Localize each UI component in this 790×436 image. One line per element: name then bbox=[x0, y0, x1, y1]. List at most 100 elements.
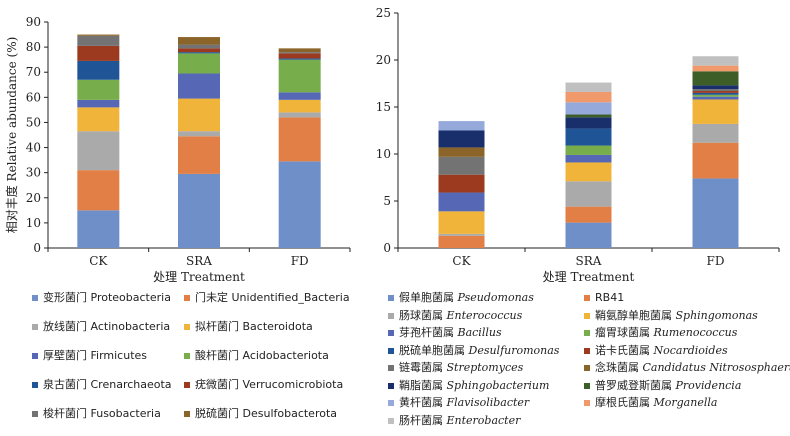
y-tick-label: 15 bbox=[376, 100, 391, 114]
legend-label-latin: Streptomyces bbox=[447, 361, 524, 374]
legend-swatch bbox=[388, 400, 394, 406]
y-tick-label: 20 bbox=[376, 53, 391, 67]
legend-item-firmicutes: 厚壁菌门 Firmicutes bbox=[32, 349, 147, 363]
legend-label-cn: 摩根氏菌属 bbox=[595, 396, 654, 409]
legend-swatch bbox=[388, 313, 394, 319]
bar-segment-actinobacteria-ck bbox=[77, 131, 119, 170]
legend-swatch bbox=[388, 383, 394, 389]
y-tick-label: 90 bbox=[26, 15, 41, 29]
legend-swatch bbox=[584, 348, 590, 354]
legend-swatch bbox=[32, 382, 38, 388]
legend-label-latin: Actinobacteria bbox=[91, 320, 171, 333]
legend-label-cn: 拟杆菌门 bbox=[195, 320, 243, 333]
legend-label-latin: Proteobacteria bbox=[91, 291, 171, 304]
bar-segment-proteobacteria-ck bbox=[77, 210, 119, 248]
legend-label-cn: 放线菌门 bbox=[43, 320, 91, 333]
legend-label-cn: 肠杆菌属 bbox=[399, 414, 447, 427]
legend-item-bacillus: 芽孢杆菌属 Bacillus bbox=[388, 326, 502, 340]
y-tick-label: 10 bbox=[376, 147, 391, 161]
y-tick-label: 0 bbox=[383, 241, 391, 255]
bar-segment-nitrososphaera-ck bbox=[439, 147, 485, 156]
y-tick-label: 30 bbox=[26, 166, 41, 180]
bar-segment-verrucomicrobiota-fd bbox=[279, 53, 321, 58]
legend-label-latin: Acidobacteriota bbox=[243, 349, 329, 362]
legend-label: 肠球菌属 Enterococcus bbox=[399, 309, 522, 323]
y-tick-label: 5 bbox=[383, 194, 391, 208]
bar-segment-sphingomonas-ck bbox=[439, 211, 485, 234]
bar-segment-crenarchaeota-fd bbox=[279, 58, 321, 59]
y-tick-label: 70 bbox=[26, 65, 41, 79]
legend-label-latin: Unidentified_Bacteria bbox=[232, 291, 350, 304]
legend-swatch bbox=[388, 330, 394, 336]
x-tick-label: FD bbox=[707, 254, 725, 268]
x-tick-label: CK bbox=[452, 254, 471, 268]
legend-item-morganella: 摩根氏菌属 Morganella bbox=[584, 396, 717, 410]
legend-item-sphingomonas: 鞘氨醇单胞菌属 Sphingomonas bbox=[584, 309, 758, 323]
legend-label-latin: Pseudomonas bbox=[458, 291, 534, 304]
bar-segment-rb41-fd bbox=[693, 143, 739, 179]
bar-segment-bacillus-ck bbox=[439, 193, 485, 212]
legend-swatch bbox=[32, 295, 38, 301]
legend-label: 鞘脂菌属 Sphingobacterium bbox=[399, 379, 549, 393]
y-tick-label: 20 bbox=[26, 191, 41, 205]
bar-segment-verrucomicrobiota-sra bbox=[178, 48, 220, 52]
legend-swatch bbox=[184, 295, 190, 301]
y-tick-label: 60 bbox=[26, 90, 41, 104]
legend-item-desulfobacterota: 脱硫菌门 Desulfobacterota bbox=[184, 407, 337, 421]
legend-item-nitrososphaera: 念珠菌属 Candidatus Nitrososphaera bbox=[584, 361, 790, 375]
legend-label: 普罗威登斯菌属 Providencia bbox=[595, 379, 741, 393]
legend-swatch bbox=[584, 295, 590, 301]
bar-segment-providencia-sra bbox=[566, 115, 612, 118]
legend-label: 泉古菌门 Crenarchaeota bbox=[43, 378, 172, 392]
legend-label: 拟杆菌门 Bacteroidota bbox=[195, 320, 313, 334]
legend-item-flavisolibacter: 黄杆菌属 Flavisolibacter bbox=[388, 396, 529, 410]
bar-segment-crenarchaeota-ck bbox=[77, 61, 119, 80]
legend-item-acidobacteriota: 酸杆菌门 Acidobacteriota bbox=[184, 349, 329, 363]
legend-label-latin: Morganella bbox=[654, 396, 718, 409]
bar-segment-morganella-sra bbox=[566, 92, 612, 102]
legend-item-nocardioides: 诺卡氏菌属 Nocardioides bbox=[584, 344, 728, 358]
legend-label-latin: Enterobacter bbox=[447, 414, 521, 427]
legend-item-bacteroidota: 拟杆菌门 Bacteroidota bbox=[184, 320, 313, 334]
x-tick-label: FD bbox=[291, 254, 309, 268]
legend-label-cn: 脱硫单胞菌属 bbox=[399, 344, 469, 357]
legend-label-cn: 芽孢杆菌属 bbox=[399, 326, 458, 339]
legend-label: RB41 bbox=[595, 291, 624, 305]
bar-segment-bacteroidota-sra bbox=[178, 99, 220, 132]
x-axis-label: 处理 Treatment bbox=[153, 270, 245, 284]
legend-label-cn: 变形菌门 bbox=[43, 291, 91, 304]
legend-item-streptomyces: 链霉菌属 Streptomyces bbox=[388, 361, 523, 375]
y-tick-label: 25 bbox=[376, 6, 391, 20]
legend-swatch bbox=[584, 365, 590, 371]
bar-segment-nocardioides-fd bbox=[693, 91, 739, 93]
bar-segment-streptomyces-fd bbox=[693, 89, 739, 91]
legend-label-cn: 酸杆菌门 bbox=[195, 349, 243, 362]
bar-segment-actinobacteria-sra bbox=[178, 131, 220, 136]
legend-swatch bbox=[584, 400, 590, 406]
bar-segment-proteobacteria-sra bbox=[178, 174, 220, 248]
x-tick-label: SRA bbox=[186, 254, 212, 268]
bar-segment-verrucomicrobiota-ck bbox=[77, 46, 119, 61]
bar-segment-desulfobacterota-fd bbox=[279, 48, 321, 52]
legend-label-cn: 鞘氨醇单胞菌属 bbox=[595, 309, 676, 322]
bar-segment-actinobacteria-fd bbox=[279, 112, 321, 117]
bar-segment-rb41-ck bbox=[439, 236, 485, 248]
legend-label-latin: Nocardioides bbox=[654, 344, 728, 357]
legend-item-enterobacter: 肠杆菌属 Enterobacter bbox=[388, 414, 520, 428]
legend-label: 诺卡氏菌属 Nocardioides bbox=[595, 344, 728, 358]
bar-segment-acidobacteriota-fd bbox=[279, 60, 321, 93]
legend-item-actinobacteria: 放线菌门 Actinobacteria bbox=[32, 320, 170, 334]
legend-item-rb41: RB41 bbox=[584, 291, 624, 305]
bar-segment-rb41-sra bbox=[566, 207, 612, 223]
bar-segment-sphingobacterium-fd bbox=[693, 85, 739, 89]
legend-item-verrucomicrobiota: 疣微菌门 Verrucomicrobiota bbox=[184, 378, 343, 392]
y-tick-label: 40 bbox=[26, 141, 41, 155]
legend-swatch bbox=[32, 353, 38, 359]
bar-segment-enterococcus-fd bbox=[693, 124, 739, 143]
legend-label: 摩根氏菌属 Morganella bbox=[595, 396, 717, 410]
legend-item-enterococcus: 肠球菌属 Enterococcus bbox=[388, 309, 522, 323]
bar-segment-sphingobacterium-ck bbox=[439, 131, 485, 148]
legend-item-desulfuromonas: 脱硫单胞菌属 Desulfuromonas bbox=[388, 344, 559, 358]
